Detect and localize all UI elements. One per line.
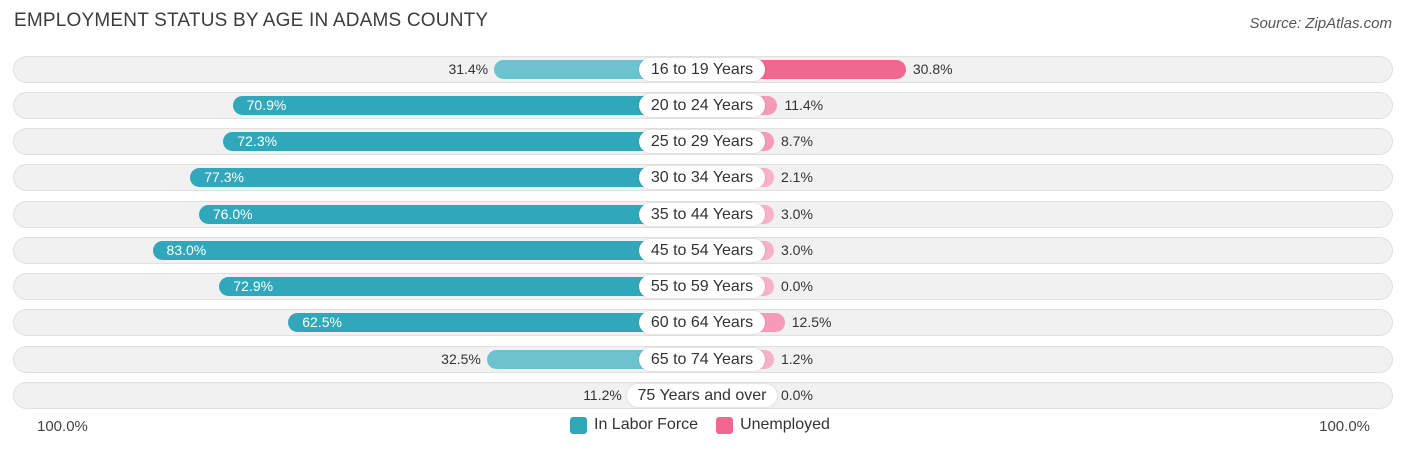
value-in-labor-force: 77.3% xyxy=(204,169,244,186)
legend-item-unemployed: Unemployed xyxy=(716,416,830,434)
age-group-label: 75 Years and over xyxy=(627,383,777,407)
value-in-labor-force: 76.0% xyxy=(212,205,253,222)
age-group-label: 35 to 44 Years xyxy=(639,202,765,226)
legend: In Labor Force Unemployed xyxy=(570,416,848,434)
bar-in-labor-force xyxy=(223,132,702,151)
value-unemployed: 11.4% xyxy=(784,96,824,113)
value-unemployed: 3.0% xyxy=(781,205,813,222)
value-unemployed: 1.2% xyxy=(781,350,813,367)
legend-label-in-labor-force: In Labor Force xyxy=(594,416,699,433)
value-unemployed: 0.0% xyxy=(781,278,813,294)
legend-swatch-in-labor-force xyxy=(570,416,587,434)
value-unemployed: 8.7% xyxy=(781,133,813,149)
value-unemployed: 2.1% xyxy=(781,169,813,186)
value-unemployed: 30.8% xyxy=(912,60,953,77)
value-in-labor-force: 83.0% xyxy=(166,241,207,258)
legend-item-in-labor-force: In Labor Force xyxy=(570,416,698,434)
value-unemployed: 3.0% xyxy=(781,241,813,258)
bar-in-labor-force xyxy=(219,277,702,296)
value-in-labor-force: 31.4% xyxy=(448,60,489,77)
value-in-labor-force: 72.3% xyxy=(237,133,278,149)
chart-title: EMPLOYMENT STATUS BY AGE IN ADAMS COUNTY xyxy=(14,10,489,31)
value-in-labor-force: 72.9% xyxy=(233,278,274,294)
value-unemployed: 0.0% xyxy=(781,386,813,403)
axis-left-label: 100.0% xyxy=(37,418,88,435)
age-group-label: 65 to 74 Years xyxy=(639,347,765,371)
age-group-label: 55 to 59 Years xyxy=(639,275,765,298)
bar-in-labor-force xyxy=(232,95,702,115)
value-in-labor-force: 11.2% xyxy=(583,386,622,403)
value-in-labor-force: 32.5% xyxy=(441,350,481,367)
value-in-labor-force: 62.5% xyxy=(302,314,342,331)
bar-in-labor-force xyxy=(288,313,702,333)
value-in-labor-force: 70.9% xyxy=(246,96,287,113)
legend-label-unemployed: Unemployed xyxy=(740,416,830,433)
bar-in-labor-force xyxy=(152,240,702,260)
age-group-label: 20 to 24 Years xyxy=(639,93,765,117)
legend-swatch-unemployed xyxy=(716,416,734,434)
axis-right-label: 100.0% xyxy=(1319,418,1370,435)
age-group-label: 60 to 64 Years xyxy=(639,311,765,335)
bar-in-labor-force xyxy=(198,204,702,224)
bar-in-labor-force xyxy=(190,168,702,188)
age-group-label: 16 to 19 Years xyxy=(639,57,765,81)
age-group-label: 25 to 29 Years xyxy=(639,130,765,153)
age-group-label: 45 to 54 Years xyxy=(639,238,765,262)
source-note: Source: ZipAtlas.com xyxy=(1249,15,1392,32)
value-unemployed: 12.5% xyxy=(791,314,832,331)
age-group-label: 30 to 34 Years xyxy=(639,166,765,190)
